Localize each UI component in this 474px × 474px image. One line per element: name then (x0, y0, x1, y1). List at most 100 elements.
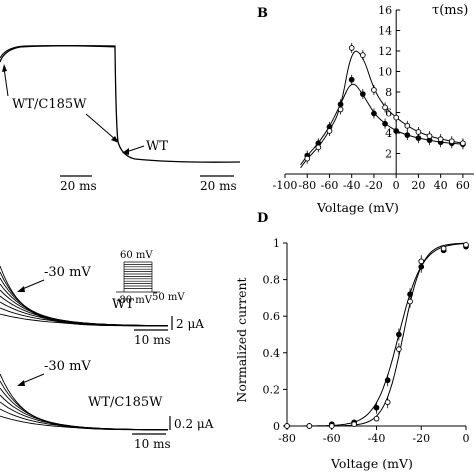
data-point-b-open (393, 114, 400, 121)
arrow-head-c2 (17, 380, 25, 386)
y-tick-label-d: 0.8 (263, 274, 281, 287)
x-axis-label-b: Voltage (mV) (316, 200, 399, 215)
data-point-d-open (396, 346, 402, 352)
data-point-b-open (304, 155, 311, 162)
time-scale-wt: 10 ms (134, 333, 171, 347)
panel-letter-d: D (257, 211, 268, 226)
fit-curve-b-filled (300, 83, 463, 166)
data-point-b-filled (404, 132, 411, 138)
data-point-b-open (315, 144, 322, 151)
data-point-d-open (384, 399, 391, 406)
label-wt-c185w-a: WT/C185W (12, 97, 87, 112)
y-tick-label-d: 0.6 (263, 310, 281, 323)
data-point-b-open (371, 87, 377, 93)
y-tick-label-b: 8 (385, 86, 392, 99)
y-tick-label-b: 2 (385, 148, 392, 161)
x-tick-label-b: -60 (321, 179, 339, 192)
panel-letter-b: B (257, 6, 268, 21)
x-tick-label-d: 0 (463, 432, 470, 445)
trace-a-mutant (0, 45, 116, 59)
inset-label-bottom: -80 mV (116, 295, 153, 306)
y-tick-label-b: 12 (378, 45, 392, 58)
x-tick-label-d: -60 (323, 432, 341, 445)
data-point-d-open (440, 245, 447, 252)
data-point-b-open (404, 122, 411, 129)
data-point-d-open (373, 415, 380, 422)
x-tick-label-b: -40 (343, 179, 361, 192)
label-wt-a: WT (146, 139, 168, 154)
data-point-b-open (437, 136, 444, 143)
voltage-label-mutant: -30 mV (44, 359, 91, 374)
y-tick-label-d: 0.4 (263, 347, 281, 360)
data-point-d-filled (384, 377, 391, 384)
arrow-head-a2 (111, 136, 119, 143)
panel-c: 60 mV -80 mV 50 mV -30 mV WT 2 μA 10 ms … (0, 250, 214, 451)
data-point-b-filled (348, 76, 355, 83)
x-tick-label-d: -80 (278, 432, 296, 445)
current-scale-wt: 2 μA (176, 317, 204, 331)
y-tick-label-d: 0 (273, 420, 280, 433)
y-axis-label-d: Normalized current (234, 277, 249, 402)
data-point-b-filled (371, 110, 377, 117)
y-tick-label-d: 0.2 (263, 383, 281, 396)
y-tick-label-b: 6 (385, 107, 392, 120)
data-point-d-filled (373, 404, 380, 411)
arrow-head-a3 (122, 148, 129, 155)
data-point-b-open (415, 129, 422, 135)
x-tick-label-b: -80 (298, 179, 316, 192)
inset-label-top: 60 mV (120, 250, 153, 261)
data-point-b-open (382, 104, 388, 111)
data-point-d-open (418, 258, 425, 265)
y-tick-label-b: 4 (385, 127, 392, 140)
y-tick-label-b: 16 (378, 4, 392, 17)
data-point-d-open (328, 423, 335, 429)
data-point-d-open (284, 423, 290, 429)
y-tick-label-b: 10 (378, 66, 392, 79)
current-trace (0, 415, 168, 431)
x-tick-label-b: 60 (456, 179, 470, 192)
data-point-d-open (351, 421, 357, 428)
arrow-line-a2 (85, 113, 117, 141)
traces-c-mutant (0, 373, 168, 431)
x-tick-label-b: 0 (393, 179, 400, 192)
data-point-b-open (348, 45, 355, 51)
current-scale-mutant: 0.2 μA (174, 417, 214, 431)
panel-a: WT/C185W WT 20 ms 20 ms (0, 45, 241, 193)
y-tick-label-d: 1 (273, 237, 280, 250)
arrow-line-a1 (3, 67, 9, 97)
data-point-d-open (407, 298, 413, 305)
data-point-d-open (306, 423, 313, 429)
data-point-b-open (448, 138, 455, 145)
data-point-b-open (337, 106, 344, 113)
current-trace (0, 313, 168, 327)
x-tick-label-d: -40 (368, 432, 386, 445)
x-tick-label-b: 20 (411, 179, 425, 192)
data-point-b-open (460, 140, 466, 147)
x-axis-label-d: Voltage (mV) (330, 456, 413, 471)
fit-curve-d-filled (287, 243, 467, 427)
data-point-b-open (426, 133, 433, 139)
trace-a-wt (0, 45, 241, 163)
arrow-head-c1 (17, 286, 25, 292)
panel-b: B -100 -80 -60 -40 -20 0 20 40 60 2 4 6 8 10 12 14 16 V… (257, 3, 474, 215)
data-point-d-filled (396, 331, 402, 338)
fit-curve-d-open (287, 242, 467, 427)
inset-label-right: 50 mV (152, 292, 185, 303)
y-tick-label-b: 14 (378, 25, 392, 38)
data-point-b-open (326, 128, 333, 134)
x-tick-label-b: 40 (434, 179, 448, 192)
y-axis-label-b: τ(ms) (432, 3, 468, 18)
x-tick-label-d: -20 (412, 432, 430, 445)
scale-label-a-left: 20 ms (60, 179, 97, 193)
time-scale-mutant: 10 ms (134, 437, 171, 451)
trace-name-wt: WT (112, 297, 134, 312)
scale-label-a-right: 20 ms (200, 179, 237, 193)
traces-c-wt (0, 265, 169, 327)
data-point-b-filled (393, 128, 400, 134)
data-point-b-filled (359, 91, 366, 97)
data-point-b-open (359, 52, 366, 58)
data-point-d-open (463, 241, 469, 248)
panel-d: D -80 -60 -40 -20 0 0 0.2 0.4 0.6 0.8 1 Voltage (… (234, 211, 470, 471)
voltage-label-wt: -30 mV (44, 265, 91, 280)
